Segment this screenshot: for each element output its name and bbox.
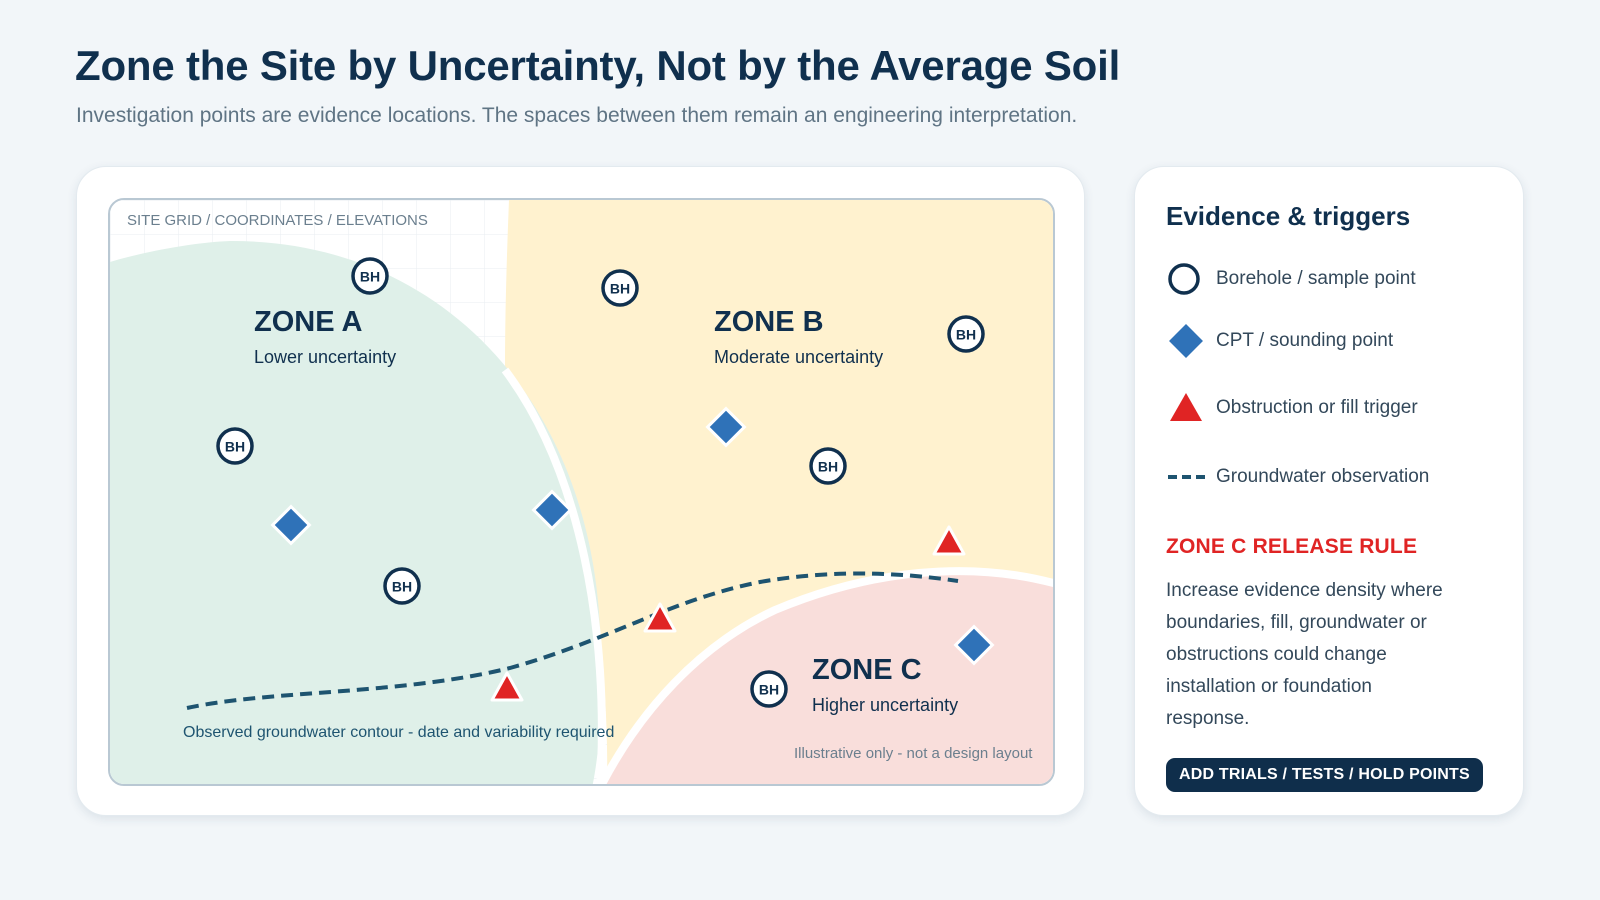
- legend-item-borehole: Borehole / sample point: [1166, 259, 1506, 299]
- zone-c-description: Higher uncertainty: [812, 695, 958, 715]
- zone-c-area: [602, 571, 1053, 784]
- diamond-icon: [1166, 321, 1216, 361]
- zone-c-title: ZONE C: [812, 654, 922, 686]
- disclaimer-text: Illustrative only - not a design layout: [794, 745, 1033, 762]
- svg-text:BH: BH: [392, 579, 412, 595]
- legend-title: Evidence & triggers: [1166, 201, 1411, 231]
- borehole-point: BH: [809, 447, 847, 485]
- svg-text:BH: BH: [225, 439, 245, 455]
- svg-text:BH: BH: [610, 281, 630, 297]
- cpt-point: [953, 624, 995, 666]
- svg-text:BH: BH: [818, 459, 838, 475]
- legend-item-label: Obstruction or fill trigger: [1216, 397, 1418, 418]
- groundwater-caption: Observed groundwater contour - date and …: [183, 724, 614, 741]
- dashed-line-icon: [1166, 457, 1216, 497]
- trigger-point: [932, 525, 966, 556]
- borehole-point: BH: [351, 257, 389, 295]
- trigger-point: [490, 671, 524, 702]
- page-subtitle: Investigation points are evidence locati…: [76, 104, 1078, 127]
- zone-boundary-bc: [597, 567, 1053, 784]
- zone-a-title: ZONE A: [254, 306, 363, 338]
- triangle-icon: [1166, 388, 1216, 428]
- svg-text:BH: BH: [759, 682, 779, 698]
- borehole-point: BH: [601, 269, 639, 307]
- legend-item-trigger: Obstruction or fill trigger: [1166, 388, 1506, 428]
- zone-c-rule-title: ZONE C RELEASE RULE: [1166, 535, 1418, 558]
- cpt-point: [270, 504, 312, 546]
- borehole-point: BH: [216, 427, 254, 465]
- legend-item-groundwater: Groundwater observation: [1166, 457, 1506, 497]
- legend-item-label: Borehole / sample point: [1216, 268, 1416, 289]
- legend-item-label: Groundwater observation: [1216, 466, 1430, 487]
- zone-a-area: [110, 240, 602, 784]
- zone-c-rule-text: Increase evidence density where boundari…: [1166, 580, 1443, 729]
- legend-panel: Evidence & triggers Borehole / sample po…: [1134, 166, 1524, 816]
- zone-boundary-ab: [501, 367, 606, 784]
- site-map-card: SITE GRID / COORDINATES / ELEVATIONS ZON…: [76, 166, 1085, 816]
- page-title: Zone the Site by Uncertainty, Not by the…: [75, 42, 1121, 89]
- site-map-canvas: SITE GRID / COORDINATES / ELEVATIONS ZON…: [110, 200, 1053, 784]
- circle-icon: [1166, 259, 1216, 299]
- zone-b-title: ZONE B: [714, 306, 824, 338]
- grid-label: SITE GRID / COORDINATES / ELEVATIONS: [127, 212, 428, 229]
- zone-a-description: Lower uncertainty: [254, 347, 396, 367]
- svg-text:BH: BH: [956, 327, 976, 343]
- zone-b-description: Moderate uncertainty: [714, 347, 883, 367]
- add-trials-button[interactable]: ADD TRIALS / TESTS / HOLD POINTS: [1166, 758, 1483, 792]
- legend-item-label: CPT / sounding point: [1216, 330, 1394, 351]
- legend-item-cpt: CPT / sounding point: [1166, 321, 1506, 361]
- cpt-point: [531, 489, 573, 531]
- borehole-point: BH: [383, 567, 421, 605]
- site-map: SITE GRID / COORDINATES / ELEVATIONS ZON…: [108, 198, 1055, 786]
- borehole-point: BH: [750, 670, 788, 708]
- zone-b-area: [505, 200, 1053, 784]
- groundwater-contour: [186, 571, 959, 710]
- svg-text:BH: BH: [360, 269, 380, 285]
- cpt-point: [705, 406, 747, 448]
- borehole-point: BH: [947, 315, 985, 353]
- trigger-point: [643, 602, 677, 633]
